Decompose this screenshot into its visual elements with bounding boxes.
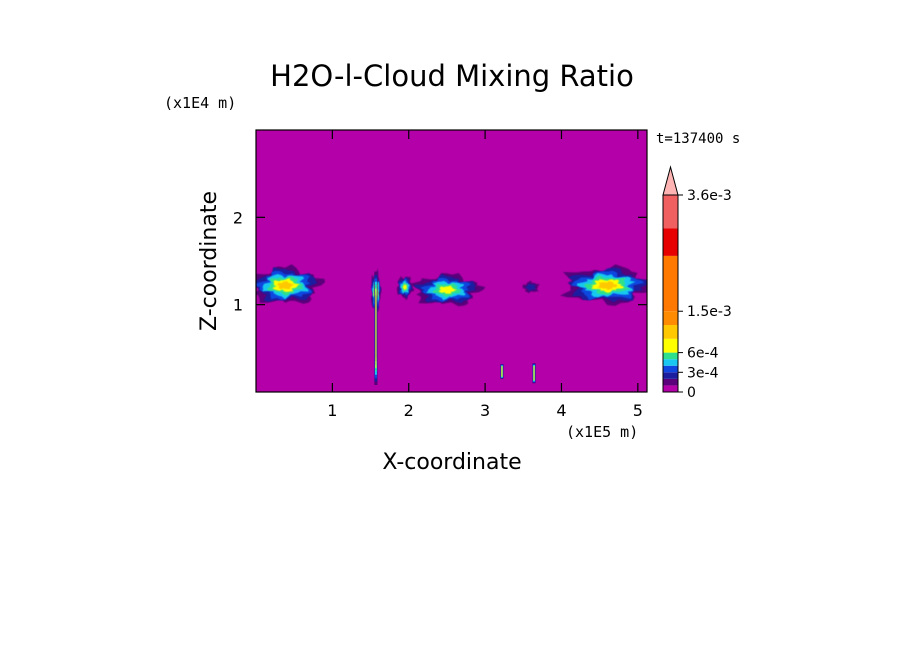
chart-title: H2O-l-Cloud Mixing Ratio bbox=[270, 59, 634, 93]
x-tick-label: 4 bbox=[556, 401, 566, 420]
y-tick-label: 1 bbox=[233, 296, 243, 315]
cloud-region bbox=[256, 264, 325, 304]
colorbar: 0 3e-4 6e-4 1.5e-3 3.6e-3 bbox=[662, 165, 732, 401]
colorbar-segment bbox=[663, 378, 678, 386]
vertical-streak bbox=[374, 271, 378, 385]
cloud-contour bbox=[438, 285, 457, 294]
y-axis-ticks: 12 bbox=[233, 208, 647, 315]
streak-segment bbox=[533, 366, 535, 380]
colorbar-segment bbox=[663, 255, 678, 312]
plot-background bbox=[256, 130, 647, 392]
cloud-region bbox=[560, 264, 647, 306]
colorbar-segment bbox=[663, 372, 678, 379]
colorbar-segment bbox=[663, 359, 678, 366]
cloud-region bbox=[408, 273, 486, 307]
streak-segment bbox=[375, 298, 377, 358]
x-tick-label: 1 bbox=[327, 401, 337, 420]
x-axis-label: X-coordinate bbox=[382, 450, 521, 475]
cloud-contours bbox=[256, 264, 647, 385]
cloud-contour bbox=[402, 284, 407, 291]
colorbar-segment bbox=[663, 228, 678, 256]
y-axis-label: Z-coordinate bbox=[197, 191, 222, 331]
x-axis-ticks: 1 2 3 4 5 bbox=[327, 130, 643, 420]
cloud-contour bbox=[597, 281, 617, 290]
colorbar-segment bbox=[663, 325, 678, 339]
colorbar-segment bbox=[663, 385, 678, 392]
colorbar-extend-arrow bbox=[662, 165, 679, 196]
plot-frame bbox=[255, 129, 648, 393]
colorbar-tick-label: 1.5e-3 bbox=[687, 304, 732, 320]
x-tick-label: 5 bbox=[633, 401, 643, 420]
colorbar-tick-label: 6e-4 bbox=[687, 346, 719, 362]
vertical-streak bbox=[500, 364, 504, 379]
colorbar-segment bbox=[663, 311, 678, 326]
colorbar-segment bbox=[663, 365, 678, 373]
colorbar-tick-label: 0 bbox=[687, 385, 696, 401]
x-tick-label: 2 bbox=[404, 401, 414, 420]
cloud-region bbox=[522, 280, 540, 293]
colorbar-frame bbox=[662, 194, 679, 393]
vertical-streak bbox=[532, 363, 536, 384]
colorbar-segment bbox=[663, 195, 678, 229]
y-tick-label: 2 bbox=[233, 208, 243, 227]
cloud-region bbox=[396, 276, 415, 301]
streak-segment bbox=[501, 366, 503, 377]
colorbar-segment bbox=[663, 352, 678, 360]
y-axis-unit: (x1E4 m) bbox=[164, 94, 236, 112]
x-axis-unit: (x1E5 m) bbox=[566, 423, 638, 441]
cloud-contour bbox=[525, 283, 536, 291]
colorbar-tick-label: 3.6e-3 bbox=[687, 188, 732, 204]
colorbar-tick-label: 3e-4 bbox=[687, 365, 719, 381]
colorbar-segment bbox=[663, 338, 678, 353]
x-tick-label: 3 bbox=[480, 401, 490, 420]
time-label: t=137400 s bbox=[656, 131, 740, 147]
cloud-contour bbox=[277, 280, 294, 290]
